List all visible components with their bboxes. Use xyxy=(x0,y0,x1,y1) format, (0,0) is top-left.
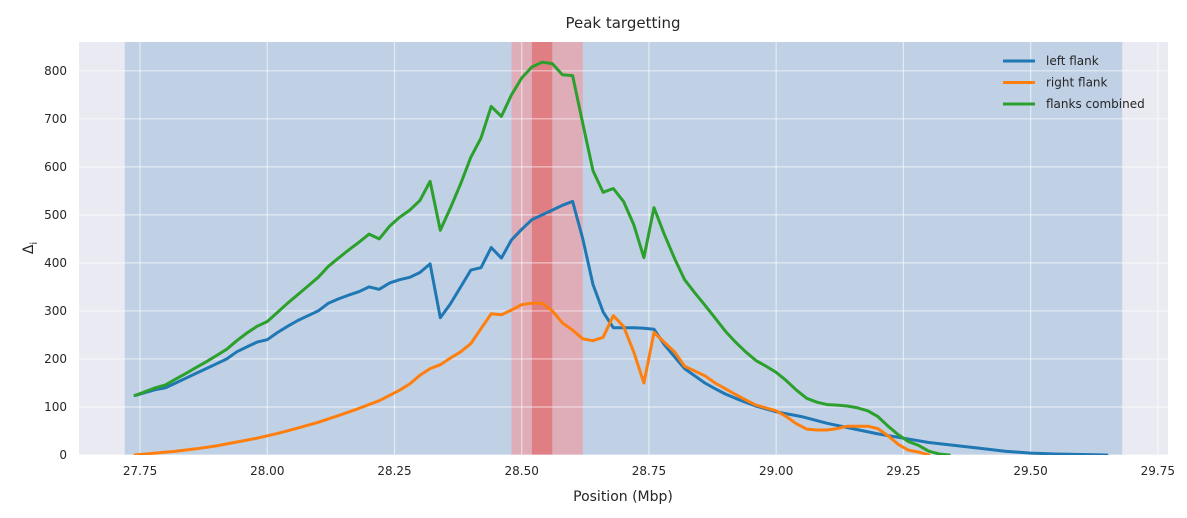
x-tick-label: 28.25 xyxy=(377,464,411,478)
y-tick-label: 100 xyxy=(44,400,67,414)
x-tick-label: 28.50 xyxy=(505,464,539,478)
series-line-left-flank xyxy=(133,199,1109,455)
x-tick-label: 29.50 xyxy=(1013,464,1047,478)
series-line-flanks-combined xyxy=(133,60,951,455)
x-tick-label: 29.00 xyxy=(759,464,793,478)
legend-label: flanks combined xyxy=(1046,97,1145,111)
x-axis-label: Position (Mbp) xyxy=(573,489,673,505)
y-axis-label-subscript: i xyxy=(29,242,40,245)
legend-label: left flank xyxy=(1046,54,1099,68)
band-0 xyxy=(124,42,1123,455)
y-tick-label: 300 xyxy=(44,304,67,318)
series-line-right-flank xyxy=(133,301,931,455)
y-axis-label-main: Δ xyxy=(21,244,37,254)
x-tick-label: 28.75 xyxy=(632,464,666,478)
x-tick-label: 29.75 xyxy=(1141,464,1175,478)
band-2 xyxy=(531,42,553,455)
y-tick-label: 500 xyxy=(44,208,67,222)
x-tick-labels: 27.75 28.00 28.25 28.50 28.75 29.00 29.25 29.50… xyxy=(123,464,1175,478)
legend: left flank right flank flanks combined xyxy=(1003,54,1145,111)
y-tick-label: 700 xyxy=(44,112,67,126)
chart-title: Peak targetting xyxy=(565,14,680,32)
y-tick-label: 400 xyxy=(44,256,67,270)
y-tick-label: 800 xyxy=(44,64,67,78)
legend-label: right flank xyxy=(1046,76,1108,90)
grid-lines xyxy=(79,42,1168,456)
y-tick-label: 200 xyxy=(44,352,67,366)
y-tick-label: 0 xyxy=(59,448,67,462)
y-tick-label: 600 xyxy=(44,160,67,174)
highlight-bands xyxy=(124,42,1123,455)
x-tick-label: 27.75 xyxy=(123,464,157,478)
series-lines xyxy=(133,60,1109,455)
y-tick-labels: 0 100 200 300 400 500 600 700 800 xyxy=(44,64,67,462)
x-tick-label: 29.25 xyxy=(886,464,920,478)
x-tick-label: 28.00 xyxy=(250,464,284,478)
y-axis-label: Δi xyxy=(21,242,40,254)
